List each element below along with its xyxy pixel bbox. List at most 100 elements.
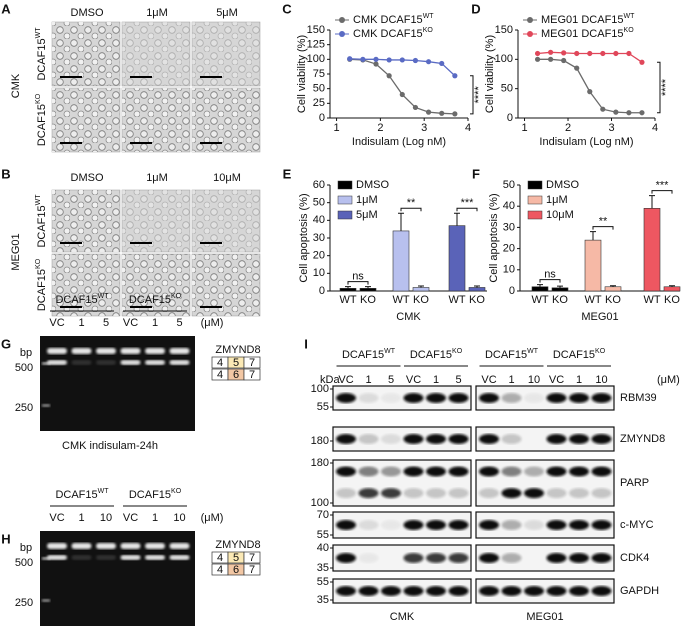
gel-band bbox=[169, 348, 190, 354]
exon-label: 7 bbox=[249, 369, 255, 381]
data-point bbox=[534, 56, 541, 62]
data-point bbox=[425, 109, 432, 115]
error-bar bbox=[418, 285, 424, 288]
blot-band bbox=[524, 466, 544, 477]
gel-band bbox=[96, 348, 116, 354]
group-label: DCAF15WT bbox=[55, 293, 109, 306]
blot-band bbox=[403, 488, 424, 499]
blot-band bbox=[569, 520, 589, 530]
column-label: 1μM bbox=[146, 172, 168, 184]
blot-band bbox=[546, 520, 567, 530]
blot-band bbox=[569, 434, 589, 444]
x-tick-label: 3 bbox=[421, 122, 427, 134]
error-bar bbox=[398, 212, 404, 231]
column-label: 5μM bbox=[216, 7, 238, 19]
gel-band bbox=[96, 543, 116, 549]
y-tick-label: 125 bbox=[307, 39, 325, 51]
blot-band bbox=[546, 586, 567, 596]
lane-label: 10 bbox=[528, 374, 540, 386]
data-point bbox=[613, 109, 619, 115]
lane-label: 10 bbox=[595, 374, 607, 386]
legend-label-base: MEG01 DCAF15 bbox=[541, 28, 624, 40]
size-marker: 40 bbox=[317, 542, 329, 554]
legend-label: 1μM bbox=[546, 194, 568, 206]
y-tick-label: 150 bbox=[495, 24, 513, 36]
exon-label: 5 bbox=[233, 552, 239, 564]
legend-swatch bbox=[337, 210, 353, 220]
blot-band bbox=[501, 393, 522, 403]
blot-band bbox=[426, 434, 446, 444]
blot-band bbox=[569, 393, 589, 403]
marker-unit: bp bbox=[20, 347, 32, 359]
x-axis-label: Indisulam (Log nM) bbox=[539, 136, 633, 148]
gel-band bbox=[120, 360, 141, 365]
ladder-band bbox=[42, 557, 50, 560]
blot-band bbox=[358, 520, 379, 530]
cell-line-label: MEG01 bbox=[526, 611, 563, 623]
fit-curve bbox=[537, 58, 642, 114]
error-bar bbox=[610, 285, 616, 287]
fit-curve bbox=[349, 58, 455, 115]
size-marker: 55 bbox=[317, 576, 329, 588]
group-label-sup: WT bbox=[527, 348, 539, 355]
size-marker: 250 bbox=[15, 402, 33, 414]
data-point bbox=[574, 65, 580, 71]
lane-label: VC bbox=[481, 374, 496, 386]
micrograph-cells bbox=[192, 254, 260, 316]
x-tick-label: KO bbox=[360, 294, 376, 306]
blot-band bbox=[426, 520, 446, 530]
data-point bbox=[360, 56, 366, 62]
blot-band bbox=[448, 434, 469, 444]
size-marker: 500 bbox=[15, 362, 33, 374]
legend-label: 10μM bbox=[546, 209, 574, 221]
gel-caption: CMK indisulam-24h bbox=[62, 440, 158, 452]
lane-label: 1 bbox=[576, 374, 582, 386]
ladder-band bbox=[42, 362, 50, 365]
data-point bbox=[439, 110, 445, 116]
significance-bracket bbox=[347, 281, 369, 285]
blot-band bbox=[403, 466, 424, 477]
blot-band bbox=[381, 466, 401, 477]
blot-band bbox=[381, 586, 401, 596]
legend-swatch bbox=[527, 210, 543, 220]
bar bbox=[663, 286, 681, 292]
protein-label: CDK4 bbox=[620, 552, 649, 564]
protein-label: c-MYC bbox=[620, 519, 654, 531]
bar bbox=[604, 286, 622, 292]
gene-label: ZMYND8 bbox=[215, 344, 260, 356]
blot-band bbox=[336, 466, 356, 477]
gel-band bbox=[47, 555, 67, 560]
blot-band bbox=[501, 586, 522, 596]
group-label-sup: WT bbox=[98, 293, 110, 300]
column-label: DMSO bbox=[71, 172, 104, 184]
data-point bbox=[373, 61, 379, 67]
row-label-sup: WT bbox=[35, 27, 42, 39]
unit-label: (μM) bbox=[657, 374, 680, 386]
cell-line-label: MEG01 bbox=[10, 233, 22, 270]
blot-band bbox=[591, 586, 612, 596]
y-tick-label: 100 bbox=[307, 53, 325, 65]
micrograph-cells bbox=[122, 190, 190, 252]
bar bbox=[359, 288, 377, 292]
legend-label-sup: KO bbox=[624, 27, 635, 34]
blot-band bbox=[479, 434, 499, 444]
x-tick-label: KO bbox=[605, 294, 621, 306]
group-label: DCAF15WT bbox=[342, 348, 396, 361]
exon-label: 7 bbox=[249, 564, 255, 576]
axis bbox=[517, 30, 655, 119]
gel-band bbox=[169, 543, 190, 549]
y-tick-label: 150 bbox=[307, 24, 325, 36]
group-label-base: DCAF15 bbox=[485, 349, 527, 361]
blot-band bbox=[426, 466, 446, 477]
data-point bbox=[548, 49, 554, 55]
y-tick-label: 100 bbox=[495, 53, 513, 65]
protein-label: RBM39 bbox=[620, 392, 657, 404]
blot-band bbox=[336, 434, 356, 444]
y-tick-label: 10 bbox=[313, 267, 325, 279]
y-tick-label: 50 bbox=[501, 83, 513, 95]
x-tick-label: 2 bbox=[377, 122, 383, 134]
data-point bbox=[439, 60, 445, 67]
group-label-base: DCAF15 bbox=[553, 349, 595, 361]
blot-band bbox=[403, 553, 424, 563]
legend-label: MEG01 DCAF15WT bbox=[541, 13, 635, 26]
